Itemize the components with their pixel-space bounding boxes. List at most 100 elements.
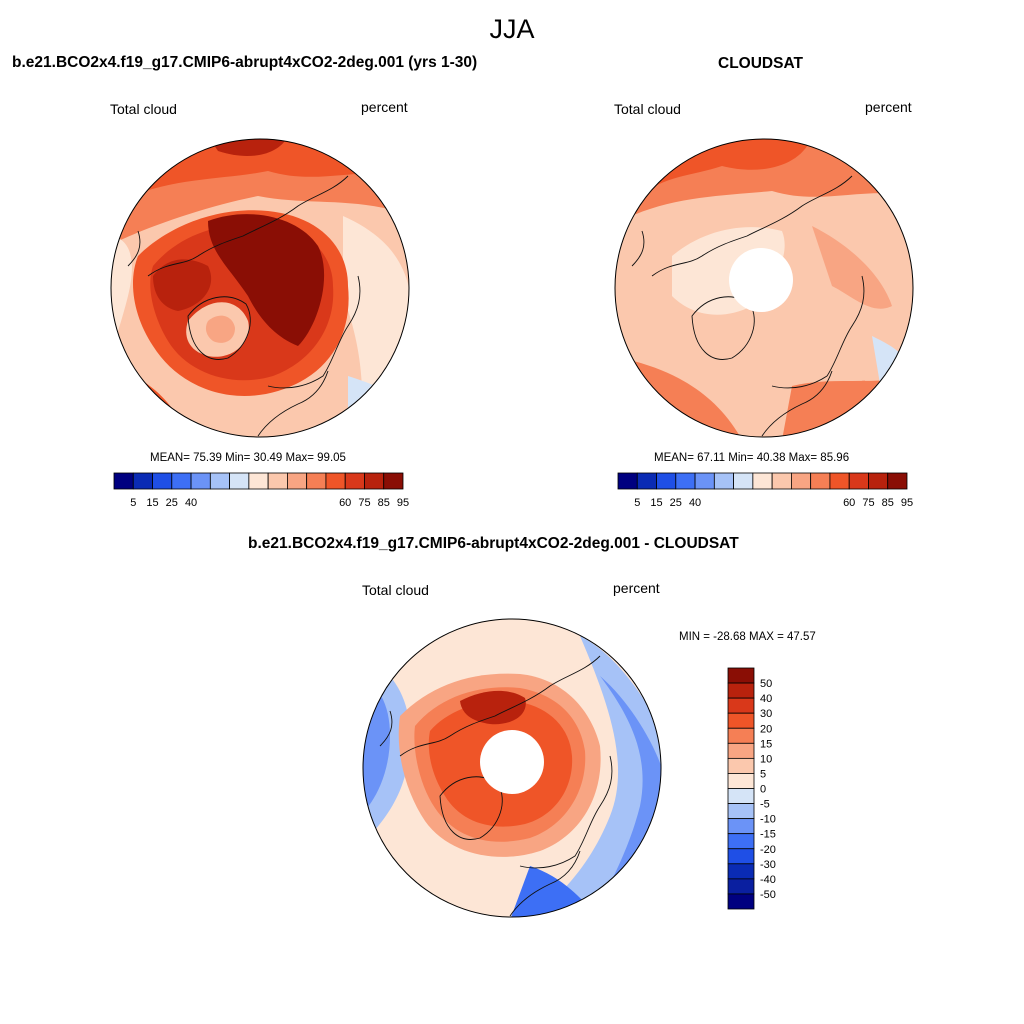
diff-colorbar-box [727,848,755,865]
diff-colorbar-tick-label: -15 [760,829,776,841]
obs-colorbar-box [752,472,773,490]
model-colorbar-tick-label: 15 [146,497,158,509]
diff-colorbar-tick-label: 15 [760,738,772,750]
diff-colorbar-tick-label: 50 [760,678,772,690]
model-panel-title: b.e21.BCO2x4.f19_g17.CMIP6-abrupt4xCO2-2… [12,54,478,71]
model-colorbar-tick-label: 25 [166,497,178,509]
diff-polar-map [362,618,662,918]
model-colorbar-tick-label: 75 [358,497,370,509]
diff-colorbar-box [727,818,755,835]
diff-stats: MIN = -28.68 MAX = 47.57 [679,631,816,643]
diff-polar-gap [480,730,544,794]
diff-colorbar-box [727,773,755,789]
model-colorbar-box [325,472,346,490]
model-colorbar-tick-label: 85 [378,497,390,509]
obs-colorbar-box [713,472,735,490]
obs-colorbar-tick-label: 60 [843,497,855,509]
diff-colorbar-tick-label: 20 [760,723,772,735]
obs-variable-label: Total cloud [614,101,681,117]
diff-variable-label: Total cloud [362,582,429,598]
model-coastlines [127,175,361,437]
obs-colorbar-box [733,472,754,490]
model-colorbar-box [152,472,173,490]
figure-title: JJA [489,14,535,44]
diff-colorbar-tick-label: -5 [760,799,770,811]
obs-colorbar-box [617,472,638,490]
model-variable-label: Total cloud [110,101,177,117]
obs-colorbar-tick-label: 5 [634,497,640,509]
diff-colorbar-box [727,893,755,910]
obs-polar-gap [729,248,793,312]
diff-colorbar-tick-label: 30 [760,708,772,720]
model-colorbar-tick-label: 5 [130,497,136,509]
model-colorbar-box [113,472,134,490]
model-stats: MEAN= 75.39 Min= 30.49 Max= 99.05 [150,452,346,464]
obs-colorbar-box [636,472,657,490]
obs-colorbar-box [675,472,696,490]
model-colorbar-tick-label: 60 [339,497,351,509]
obs-colorbar-box [656,472,677,490]
model-colorbar-box [344,472,365,490]
model-cloud-field [111,139,409,437]
diff-units-label: percent [613,580,660,596]
obs-panel-title: CLOUDSAT [718,55,803,72]
diff-colorbar-tick-label: 10 [760,753,772,765]
diff-colorbar-box [727,727,755,744]
model-colorbar-tick-label: 40 [185,497,197,509]
model-colorbar-box [209,472,231,490]
diff-colorbar-box [727,712,755,729]
diff-colorbar-box [727,833,755,850]
obs-colorbar-box [771,472,792,490]
diff-colorbar-box [727,878,755,895]
obs-polar-map [614,138,914,438]
diff-colorbar-box [727,863,755,880]
diff-colorbar-box [727,667,755,684]
model-colorbar: 5 15 25 40 60 75 85 95 [113,472,409,509]
obs-colorbar-box [790,472,812,490]
diff-colorbar-box [727,742,755,759]
diff-colorbar-tick-label: -10 [760,814,776,826]
model-colorbar-box [229,472,250,490]
diff-colorbar-box [727,697,755,714]
obs-colorbar: 5 15 25 40 60 75 85 95 [617,472,913,509]
obs-colorbar-box [829,472,850,490]
model-colorbar-box [132,472,153,490]
diff-colorbar-box [727,803,755,820]
obs-colorbar-box [868,472,889,490]
obs-colorbar-tick-label: 95 [901,497,913,509]
obs-colorbar-box [810,472,831,490]
diff-colorbar-tick-label: -50 [760,889,776,901]
obs-colorbar-tick-label: 75 [862,497,874,509]
obs-units-label: percent [865,99,912,115]
diff-colorbar-tick-label: -30 [760,859,776,871]
diff-colorbar-tick-label: 5 [760,768,766,780]
diff-colorbar-box [727,788,755,804]
obs-colorbar-tick-label: 15 [650,497,662,509]
diff-colorbar-tick-label: -40 [760,874,776,886]
model-colorbar-box [286,472,308,490]
model-colorbar-box [190,472,211,490]
obs-colorbar-box [887,472,908,490]
diff-colorbar-tick-label: 40 [760,693,772,705]
diff-colorbar-tick-label: -20 [760,844,776,856]
obs-stats: MEAN= 67.11 Min= 40.38 Max= 85.96 [654,452,850,464]
model-colorbar-box [383,472,404,490]
model-colorbar-box [364,472,385,490]
obs-colorbar-tick-label: 85 [882,497,894,509]
model-polar-map [110,138,410,438]
diff-colorbar-tick-label: 0 [760,784,766,796]
obs-colorbar-box [694,472,715,490]
model-colorbar-box [248,472,269,490]
model-colorbar-box [306,472,327,490]
obs-colorbar-box [848,472,869,490]
model-units-label: percent [361,99,408,115]
model-colorbar-tick-label: 95 [397,497,409,509]
diff-coastlines [379,655,613,917]
diff-colorbar-box [727,757,755,774]
diff-panel-title: b.e21.BCO2x4.f19_g17.CMIP6-abrupt4xCO2-2… [248,535,739,552]
obs-colorbar-tick-label: 40 [689,497,701,509]
diff-colorbar-box [727,682,755,699]
model-colorbar-box [171,472,192,490]
obs-colorbar-tick-label: 25 [670,497,682,509]
